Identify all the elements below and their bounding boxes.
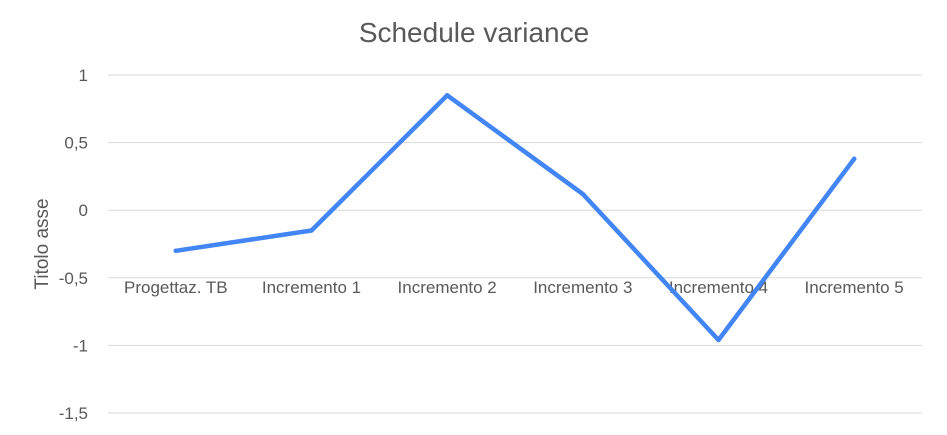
y-tick-label: 0,5 — [64, 134, 88, 153]
y-tick-label: -1 — [73, 336, 88, 355]
x-tick-label: Incremento 2 — [398, 278, 497, 297]
y-tick-label: 0 — [79, 201, 88, 220]
y-tick-label: -0,5 — [59, 269, 88, 288]
y-tick-label: 1 — [79, 66, 88, 85]
gridlines — [108, 74, 922, 414]
data-point — [173, 248, 179, 253]
series-layer — [173, 93, 857, 343]
x-tick-label: Incremento 5 — [805, 278, 904, 297]
x-tick-label: Incremento 4 — [669, 278, 768, 297]
data-point — [580, 191, 586, 197]
series-line — [173, 93, 857, 343]
x-tick-label: Incremento 1 — [262, 278, 361, 297]
x-tick-label: Progettaz. TB — [124, 278, 228, 297]
data-point — [309, 228, 314, 233]
y-tick-label: -1,5 — [59, 404, 88, 423]
y-axis-ticks: 1 0,5 0 -0,5 -1 -1,5 — [59, 66, 88, 423]
data-point — [716, 337, 721, 343]
data-point — [851, 156, 857, 162]
chart-title: Schedule variance — [359, 17, 589, 48]
x-axis-ticks: Progettaz. TB Incremento 1 Incremento 2 Inc… — [124, 278, 904, 297]
y-axis-label: Titolo asse — [32, 198, 53, 289]
data-point — [444, 93, 450, 98]
x-tick-label: Incremento 3 — [533, 278, 632, 297]
